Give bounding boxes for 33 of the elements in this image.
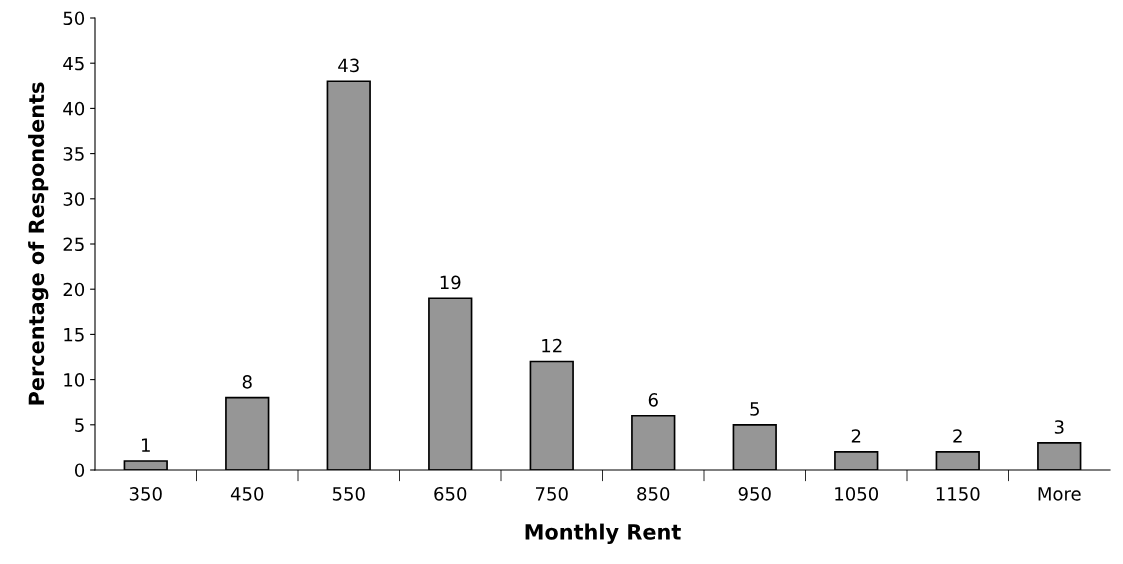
x-tick-label: 650 [434, 486, 467, 501]
x-tick-label: 850 [637, 486, 670, 501]
x-tick-label: 950 [738, 486, 771, 501]
y-tick-label: 45 [63, 56, 84, 71]
x-tick-label: More [1038, 487, 1081, 501]
x-tick-label: 550 [332, 486, 365, 501]
x-axis-title: Monthly Rent [525, 523, 681, 544]
y-tick-label: 30 [63, 192, 85, 206]
data-label: 19 [440, 275, 461, 290]
x-tick-label: 750 [536, 486, 568, 501]
y-tick-label: 5 [75, 418, 84, 432]
data-label: 12 [542, 338, 562, 353]
data-label: 5 [750, 402, 759, 416]
data-label: 2 [953, 429, 962, 443]
y-tick-label: 35 [63, 147, 84, 161]
y-tick-label: 20 [63, 282, 85, 297]
y-tick-label: 10 [64, 373, 85, 387]
data-label: 43 [338, 58, 359, 73]
y-axis-title: Percentage of Respondents [28, 82, 49, 405]
x-tick-label: 350 [129, 486, 162, 501]
x-tick-label: 1050 [835, 486, 879, 501]
y-tick-label: 40 [63, 101, 85, 116]
data-label: 6 [648, 393, 658, 407]
y-tick-label: 15 [64, 328, 84, 342]
data-label: 3 [1054, 420, 1064, 434]
y-tick-label: 50 [63, 11, 85, 26]
data-label: 2 [851, 429, 861, 443]
data-label: 8 [242, 374, 252, 389]
y-tick-label: 0 [74, 463, 85, 478]
data-label: 1 [141, 438, 150, 452]
x-tick-label: 450 [230, 486, 264, 501]
y-tick-label: 25 [63, 237, 84, 252]
x-tick-label: 1150 [936, 486, 980, 501]
